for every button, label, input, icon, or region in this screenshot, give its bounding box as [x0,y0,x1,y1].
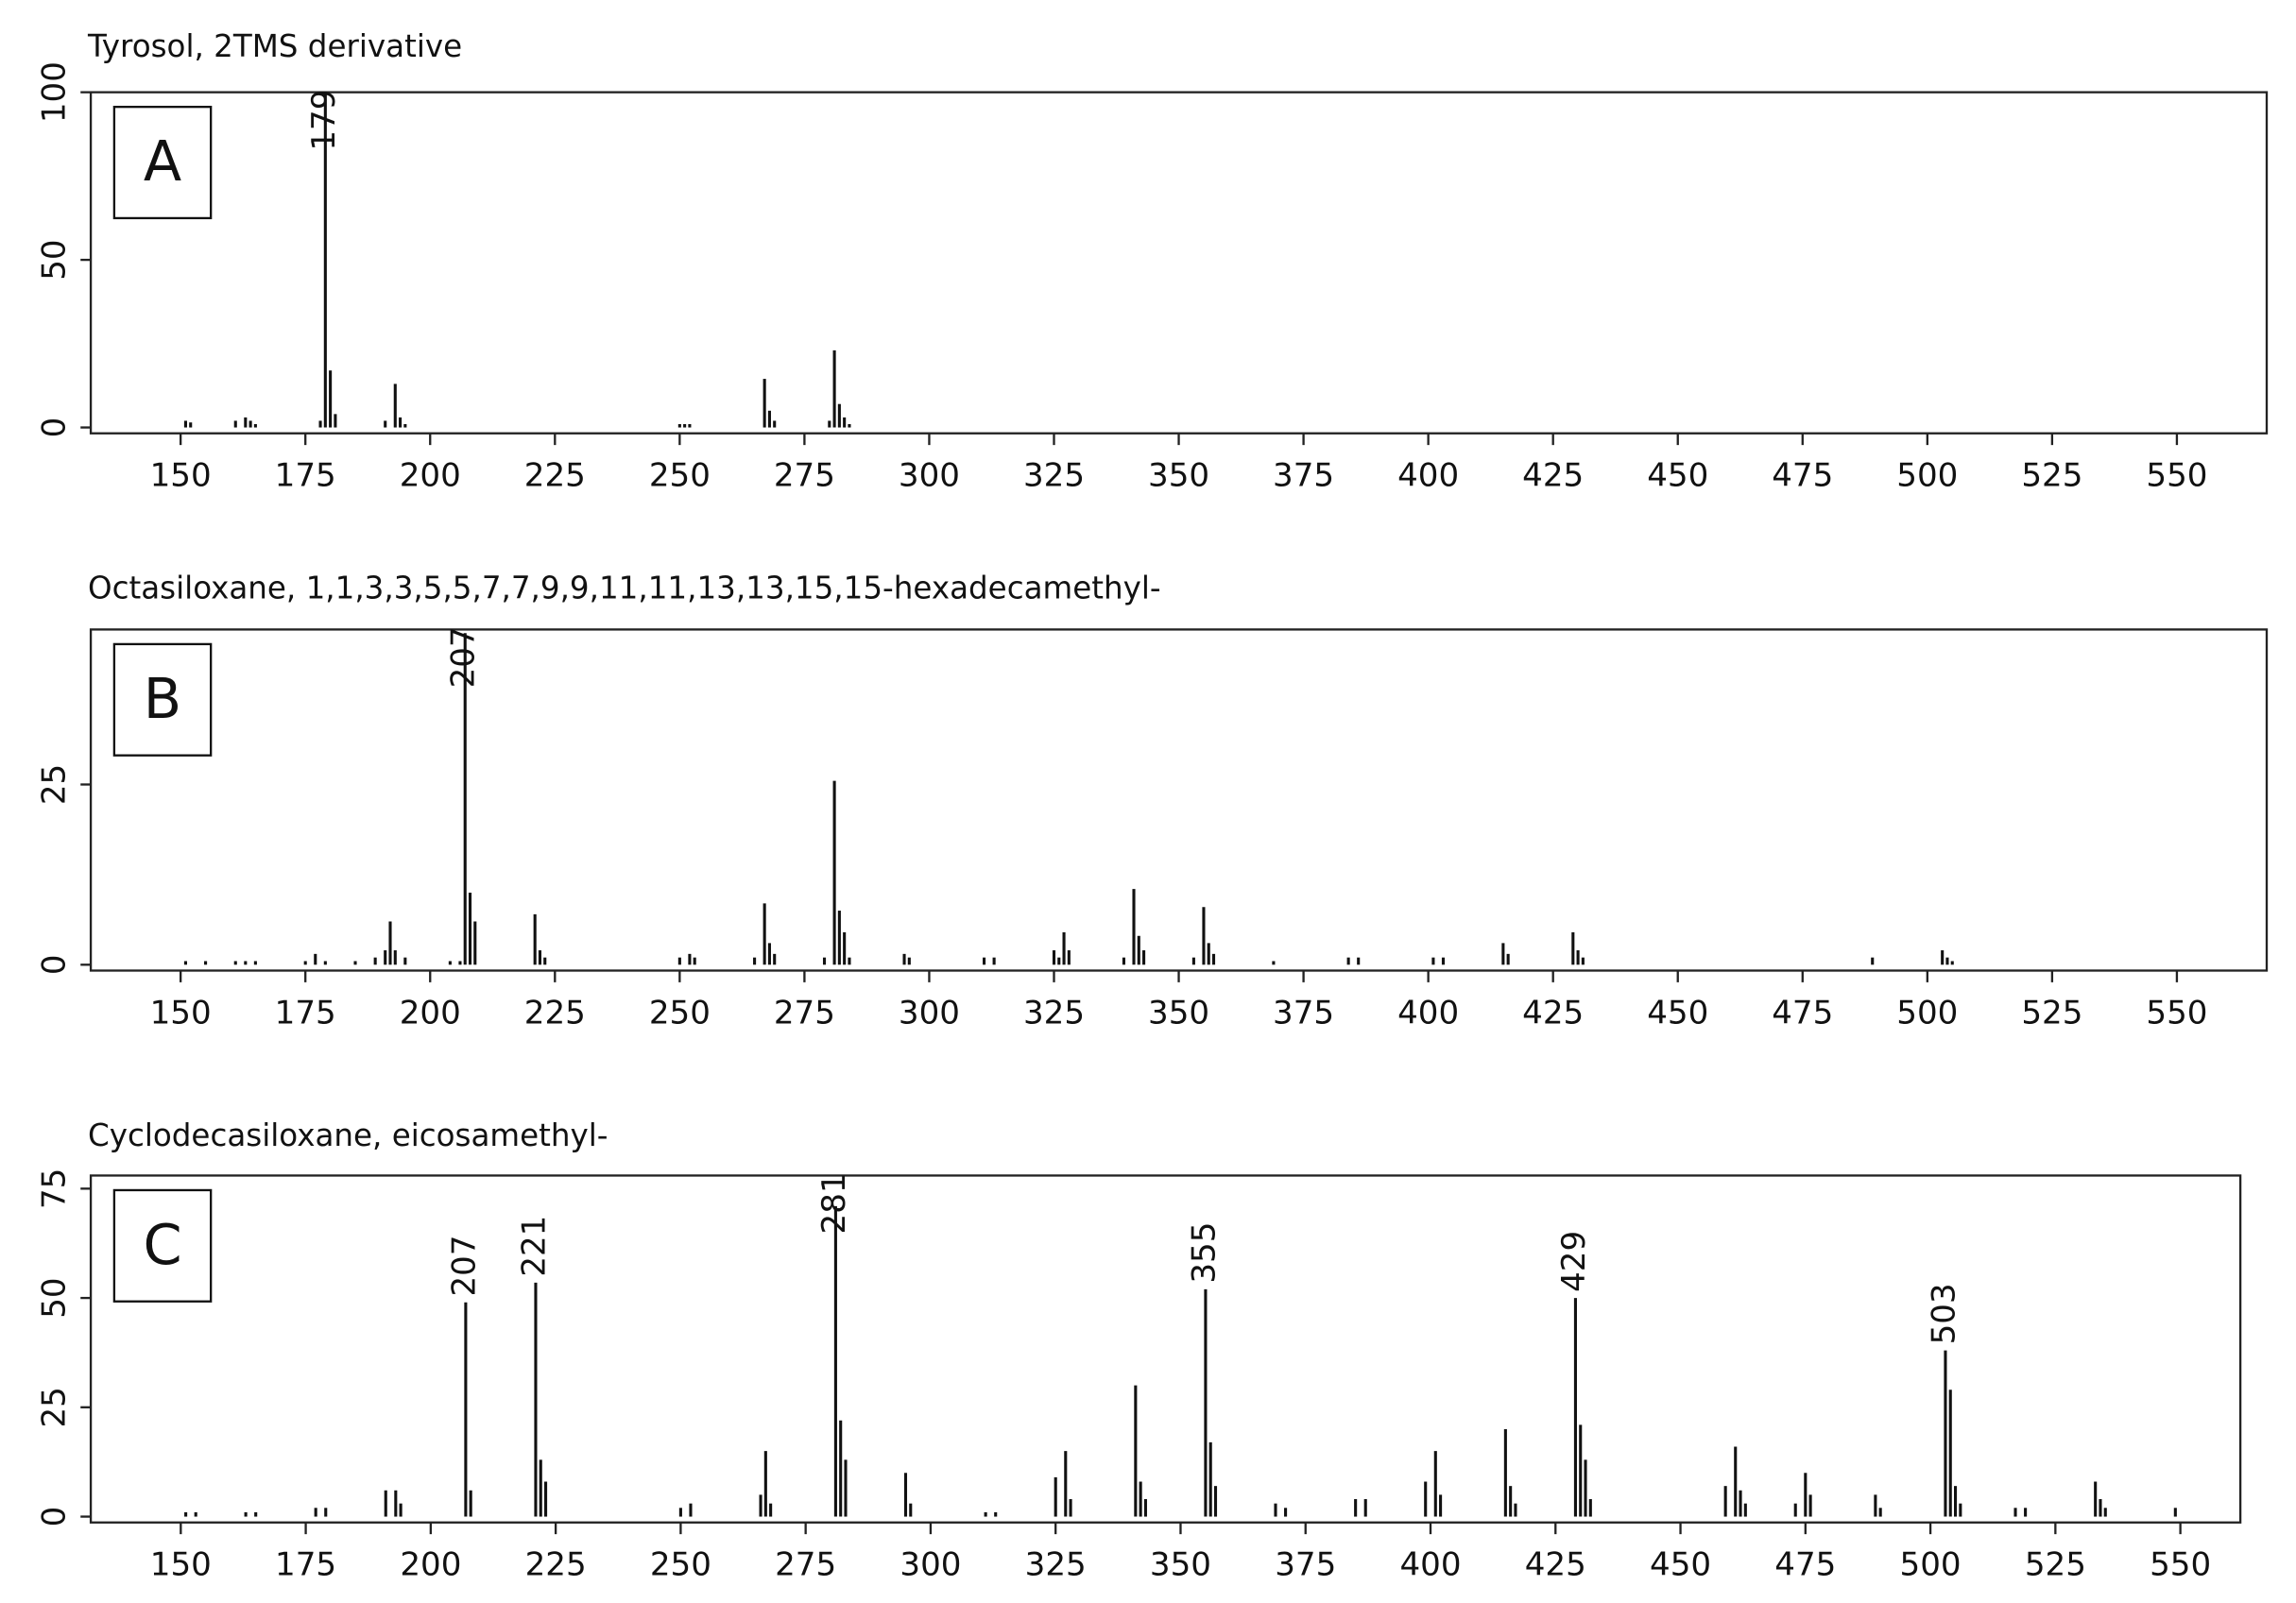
x-tick-label: 225 [524,994,586,1032]
x-tick-label: 450 [1647,457,1708,495]
x-tick-label: 375 [1275,1546,1336,1584]
x-tick-label: 550 [2146,994,2207,1032]
y-tick-label: 75 [35,1168,73,1209]
y-tick-label: 0 [35,1507,73,1527]
panel-label: C [143,1212,181,1277]
x-tick-label: 350 [1148,994,1209,1032]
x-tick-label: 275 [774,994,835,1032]
peak-label: 207 [445,626,483,688]
x-tick-label: 375 [1273,994,1334,1032]
x-tick-label: 325 [1023,994,1085,1032]
x-tick-label: 475 [1774,1546,1836,1584]
x-tick-label: 250 [650,1546,711,1584]
peak-label: 281 [815,1172,853,1234]
x-tick-label: 150 [150,457,212,495]
x-tick-label: 250 [649,457,711,495]
x-tick-label: 525 [2021,994,2082,1032]
plot-frame [89,91,2269,435]
plot-frame [89,1174,2242,1524]
x-tick-label: 275 [775,1546,836,1584]
x-tick-label: 400 [1399,1546,1461,1584]
x-tick-label: 175 [275,1546,336,1584]
y-tick-label: 100 [35,61,73,123]
x-tick-label: 500 [1896,994,1958,1032]
panel-box [112,642,213,757]
peak-label: 179 [305,90,343,151]
chart-title: Tyrosol, 2TMS derivative [87,28,462,64]
x-tick-label: 525 [2021,457,2082,495]
x-tick-label: 400 [1397,457,1459,495]
x-tick-label: 375 [1273,457,1334,495]
x-tick-label: 225 [525,1546,587,1584]
x-tick-label: 450 [1647,994,1708,1032]
plot-frame [89,628,2269,972]
x-tick-label: 325 [1025,1546,1087,1584]
x-tick-label: 175 [275,994,336,1032]
x-tick-label: 275 [774,457,835,495]
x-tick-label: 300 [899,457,960,495]
x-tick-label: 550 [2146,457,2207,495]
x-tick-label: 300 [899,994,960,1032]
peak-label: 207 [445,1235,483,1296]
x-tick-label: 400 [1397,994,1459,1032]
chart-title: Octasiloxane, 1,1,3,3,5,5,7,7,9,9,11,11,… [88,571,1161,606]
x-tick-label: 425 [1525,1546,1586,1584]
x-tick-label: 300 [900,1546,961,1584]
y-tick-label: 0 [35,418,73,438]
x-tick-label: 525 [2025,1546,2086,1584]
x-tick-label: 550 [2150,1546,2211,1584]
x-tick-label: 425 [1522,994,1584,1032]
peak-label: 221 [515,1216,553,1277]
x-tick-label: 500 [1896,457,1958,495]
peak-label: 355 [1185,1222,1223,1284]
panel-label: B [144,666,181,731]
x-tick-label: 500 [1900,1546,1962,1584]
x-tick-label: 200 [400,1546,461,1584]
y-tick-label: 0 [35,954,73,975]
x-tick-label: 475 [1772,994,1833,1032]
x-tick-label: 150 [150,994,212,1032]
x-tick-label: 150 [150,1546,212,1584]
peak-label: 503 [1925,1283,1962,1344]
x-tick-label: 425 [1522,457,1584,495]
x-tick-label: 450 [1650,1546,1711,1584]
x-tick-label: 175 [275,457,336,495]
x-tick-label: 200 [400,457,461,495]
y-tick-label: 50 [35,1277,73,1318]
panel-label: A [144,128,181,194]
y-tick-label: 25 [35,764,73,805]
y-tick-label: 25 [35,1387,73,1427]
x-tick-label: 350 [1150,1546,1211,1584]
x-tick-label: 475 [1772,457,1833,495]
x-tick-label: 350 [1148,457,1209,495]
x-tick-label: 200 [400,994,461,1032]
y-tick-label: 50 [35,239,73,280]
panel-box [112,105,213,220]
chart-title: Cyclodecasiloxane, eicosamethyl- [88,1117,608,1153]
panel-box [112,1188,213,1303]
peak-label: 429 [1555,1231,1593,1292]
x-tick-label: 225 [524,457,586,495]
x-tick-label: 250 [649,994,711,1032]
x-tick-label: 325 [1023,457,1085,495]
